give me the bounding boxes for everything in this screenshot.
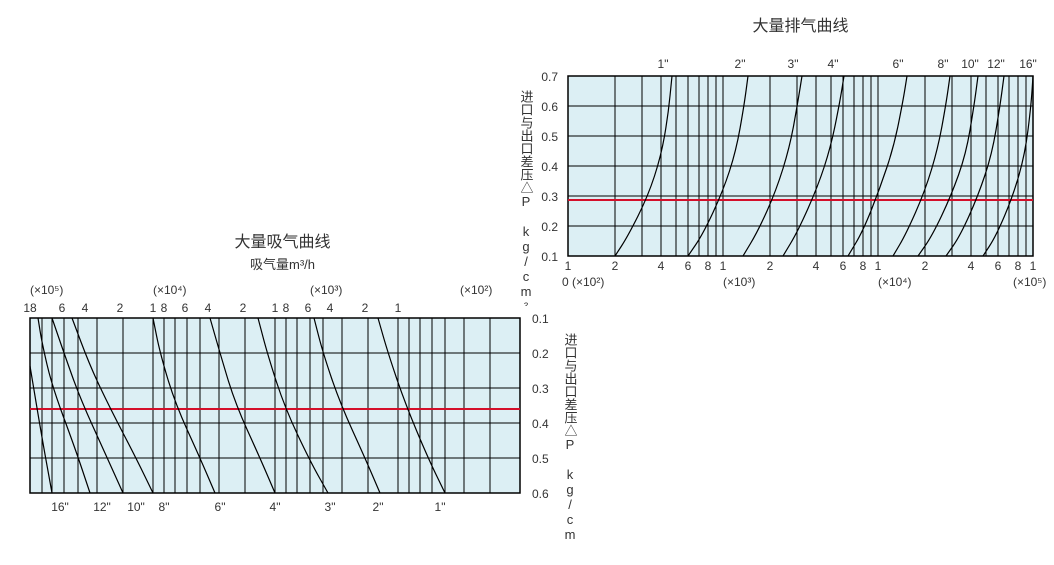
svg-text:0.3: 0.3	[541, 190, 558, 204]
svg-text:2: 2	[362, 301, 369, 315]
svg-text:0.3: 0.3	[532, 382, 549, 396]
svg-text:4: 4	[658, 259, 665, 273]
svg-text:0.7: 0.7	[541, 70, 558, 84]
svg-text:(×10³): (×10³)	[723, 275, 755, 289]
svg-text:0.4: 0.4	[532, 417, 549, 431]
svg-text:10": 10"	[127, 500, 145, 514]
svg-text:4: 4	[82, 301, 89, 315]
svg-text:(×10²): (×10²)	[460, 283, 492, 297]
svg-text:4": 4"	[828, 57, 839, 71]
svg-text:0.1: 0.1	[541, 250, 558, 264]
svg-text:6: 6	[182, 301, 189, 315]
svg-text:10": 10"	[961, 57, 979, 71]
svg-text:3": 3"	[788, 57, 799, 71]
svg-text:1: 1	[565, 259, 572, 273]
svg-text:4: 4	[968, 259, 975, 273]
svg-text:18: 18	[23, 301, 37, 315]
svg-text:12": 12"	[93, 500, 111, 514]
svg-text:2: 2	[922, 259, 929, 273]
svg-text:0.2: 0.2	[532, 347, 549, 361]
svg-text:1": 1"	[435, 500, 446, 514]
exhaust-plot: 0.70.60.50.40.30.20.112468124681246810 (…	[498, 36, 1054, 306]
svg-text:6: 6	[685, 259, 692, 273]
svg-text:2: 2	[612, 259, 619, 273]
intake-chart: 大量吸气曲线 吸气量m³/h 1864218642186421(×10⁵)(×1…	[10, 228, 555, 546]
svg-text:8: 8	[283, 301, 290, 315]
svg-text:6: 6	[59, 301, 66, 315]
svg-text:0.4: 0.4	[541, 160, 558, 174]
intake-title: 大量吸气曲线	[10, 228, 555, 252]
svg-text:(×10³): (×10³)	[310, 283, 342, 297]
svg-text:6: 6	[995, 259, 1002, 273]
svg-text:12": 12"	[987, 57, 1005, 71]
svg-text:2: 2	[117, 301, 124, 315]
svg-text:6: 6	[840, 259, 847, 273]
svg-text:16": 16"	[51, 500, 69, 514]
svg-text:0.6: 0.6	[541, 100, 558, 114]
svg-text:1: 1	[720, 259, 727, 273]
svg-text:4: 4	[327, 301, 334, 315]
svg-text:1: 1	[395, 301, 402, 315]
intake-plot: 1864218642186421(×10⁵)(×10⁴)(×10³)(×10²)…	[10, 273, 610, 543]
svg-text:0 (×10²): 0 (×10²)	[562, 275, 604, 289]
svg-text:2: 2	[240, 301, 247, 315]
svg-text:1: 1	[272, 301, 279, 315]
svg-text:1: 1	[1030, 259, 1037, 273]
svg-text:(×10⁵): (×10⁵)	[30, 283, 63, 297]
svg-text:2": 2"	[373, 500, 384, 514]
exhaust-title: 大量排气曲线	[558, 12, 1043, 36]
svg-text:6": 6"	[893, 57, 904, 71]
svg-text:4: 4	[205, 301, 212, 315]
svg-text:8": 8"	[159, 500, 170, 514]
svg-text:1: 1	[875, 259, 882, 273]
svg-text:(×10⁴): (×10⁴)	[878, 275, 912, 289]
intake-subtitle: 吸气量m³/h	[10, 254, 555, 273]
svg-text:(×10⁴): (×10⁴)	[153, 283, 187, 297]
svg-text:8": 8"	[938, 57, 949, 71]
svg-text:3": 3"	[325, 500, 336, 514]
svg-text:进口与出口差压△P kg/cm²: 进口与出口差压△P kg/cm²	[563, 333, 578, 543]
exhaust-chart: 大量排气曲线 0.70.60.50.40.30.20.1124681246812…	[498, 12, 1043, 309]
svg-text:8: 8	[161, 301, 168, 315]
svg-text:4: 4	[813, 259, 820, 273]
svg-text:2: 2	[767, 259, 774, 273]
svg-text:0.5: 0.5	[532, 452, 549, 466]
svg-text:0.2: 0.2	[541, 220, 558, 234]
svg-text:0.6: 0.6	[532, 487, 549, 501]
svg-text:进口与出口差压△P kg/cm²: 进口与出口差压△P kg/cm²	[519, 90, 534, 306]
svg-text:1: 1	[150, 301, 157, 315]
svg-text:6: 6	[305, 301, 312, 315]
svg-text:8: 8	[860, 259, 867, 273]
svg-text:8: 8	[1015, 259, 1022, 273]
svg-text:0.5: 0.5	[541, 130, 558, 144]
svg-text:2": 2"	[735, 57, 746, 71]
svg-text:0.1: 0.1	[532, 312, 549, 326]
svg-text:(×10⁵): (×10⁵)	[1013, 275, 1046, 289]
svg-text:8: 8	[705, 259, 712, 273]
svg-text:16": 16"	[1019, 57, 1037, 71]
svg-text:4": 4"	[270, 500, 281, 514]
svg-text:6": 6"	[215, 500, 226, 514]
svg-text:1": 1"	[658, 57, 669, 71]
